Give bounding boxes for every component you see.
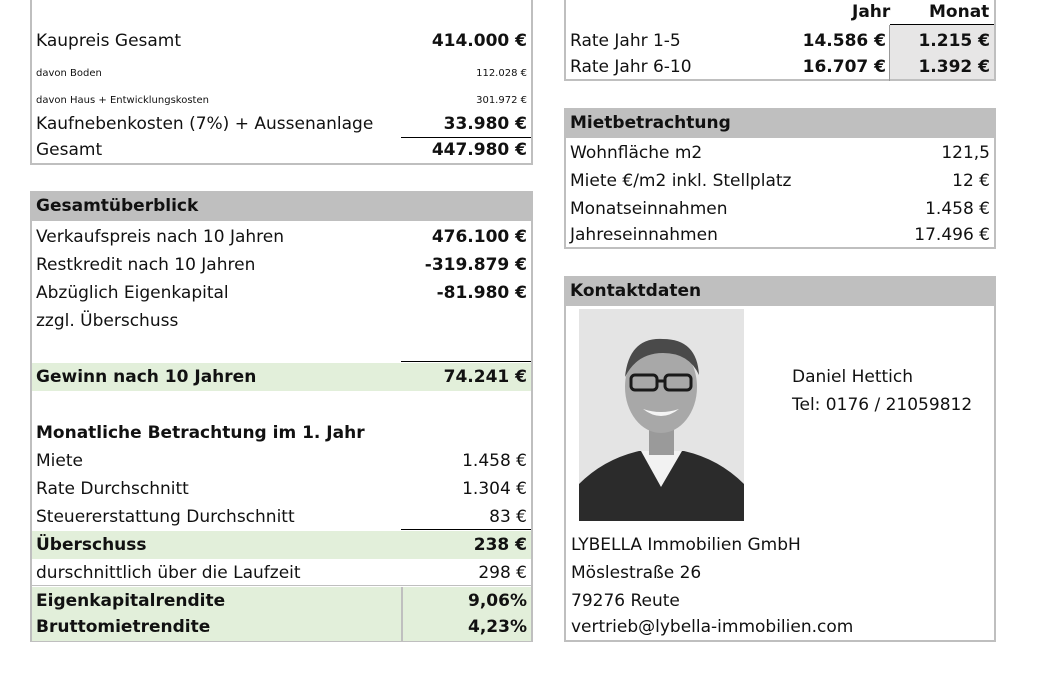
house-share-value: 301.972 € bbox=[476, 95, 527, 106]
contact-header: Kontaktdaten bbox=[564, 276, 996, 306]
overview-header: Gesamtüberblick bbox=[30, 191, 533, 221]
purchase-total-label: Kaupreis Gesamt bbox=[36, 31, 182, 51]
remaining-credit-row: Restkredit nach 10 Jahren -319.879 € bbox=[30, 251, 533, 279]
surplus-label: Überschuss bbox=[36, 535, 147, 555]
tax-refund-row: Steuererstattung Durchschnitt 83 € bbox=[30, 503, 533, 531]
equity-yield-row: Eigenkapitalrendite 9,06% bbox=[32, 587, 531, 615]
equity-value: -81.980 € bbox=[436, 283, 527, 303]
grand-total-label: Gesamt bbox=[36, 140, 103, 160]
purchase-total-value: 414.000 € bbox=[431, 31, 527, 51]
equity-row: Abzüglich Eigenkapital -81.980 € bbox=[30, 279, 533, 307]
profit-value: 74.241 € bbox=[443, 367, 527, 387]
surplus-underline bbox=[401, 529, 531, 530]
tax-refund-value: 83 € bbox=[489, 507, 527, 527]
remaining-credit-label: Restkredit nach 10 Jahren bbox=[36, 255, 256, 275]
surplus-plus-row: zzgl. Überschuss bbox=[30, 307, 533, 335]
avg-term-row: durschnittlich über die Laufzeit 298 € bbox=[30, 559, 533, 587]
grand-total-value: 447.980 € bbox=[431, 140, 527, 160]
rate-6-10-year: 16.707 € bbox=[802, 57, 886, 77]
yearly-income-label: Jahreseinnahmen bbox=[570, 225, 718, 245]
additional-costs-label: Kaufnebenkosten (7%) + Aussenanlage bbox=[36, 114, 374, 134]
land-share-label: davon Boden bbox=[36, 68, 102, 79]
avg-rate-value: 1.304 € bbox=[462, 479, 527, 499]
additional-costs-value: 33.980 € bbox=[443, 114, 527, 134]
grand-total-row: Gesamt 447.980 € bbox=[30, 136, 533, 164]
rate-1-5-month: 1.215 € bbox=[918, 31, 990, 51]
equity-yield-value: 9,06% bbox=[468, 591, 527, 611]
monthly-income-row: Monatseinnahmen 1.458 € bbox=[564, 195, 996, 223]
rate-row-1-5: Rate Jahr 1-5 14.586 € 1.215 € bbox=[564, 27, 996, 55]
rent-per-sqm-label: Miete €/m2 inkl. Stellplatz bbox=[570, 171, 792, 191]
profit-underline bbox=[401, 361, 531, 362]
col-year-header: Jahr bbox=[852, 2, 891, 22]
living-area-value: 121,5 bbox=[941, 143, 990, 163]
gross-yield-value: 4,23% bbox=[468, 617, 527, 637]
avg-rate-row: Rate Durchschnitt 1.304 € bbox=[30, 475, 533, 503]
house-share-row: davon Haus + Entwicklungskosten 301.972 … bbox=[30, 87, 533, 115]
rent-row: Miete 1.458 € bbox=[30, 447, 533, 475]
profit-label: Gewinn nach 10 Jahren bbox=[36, 367, 257, 387]
sale-price-row: Verkaufspreis nach 10 Jahren 476.100 € bbox=[30, 223, 533, 251]
monthly-column-shade bbox=[890, 25, 994, 79]
yearly-income-row: Jahreseinnahmen 17.496 € bbox=[564, 221, 996, 249]
rent-per-sqm-value: 12 € bbox=[952, 171, 990, 191]
additional-costs-row: Kaufnebenkosten (7%) + Aussenanlage 33.9… bbox=[30, 110, 533, 138]
surplus-value: 238 € bbox=[473, 535, 527, 555]
contact-email[interactable]: vertrieb@lybella-immobilien.com bbox=[571, 617, 854, 637]
surplus-plus-label: zzgl. Überschuss bbox=[36, 311, 179, 331]
sale-price-value: 476.100 € bbox=[431, 227, 527, 247]
equity-yield-label: Eigenkapitalrendite bbox=[36, 591, 226, 611]
rate-6-10-label: Rate Jahr 6-10 bbox=[570, 57, 692, 77]
sum-underline bbox=[401, 137, 531, 138]
sale-price-label: Verkaufspreis nach 10 Jahren bbox=[36, 227, 284, 247]
yearly-income-value: 17.496 € bbox=[914, 225, 990, 245]
profit-row: Gewinn nach 10 Jahren 74.241 € bbox=[32, 363, 531, 391]
surplus-row: Überschuss 238 € bbox=[32, 531, 531, 559]
avg-term-label: durschnittlich über die Laufzeit bbox=[36, 563, 301, 583]
monthly-income-value: 1.458 € bbox=[925, 199, 990, 219]
monthly-income-label: Monatseinnahmen bbox=[570, 199, 728, 219]
rate-1-5-year: 14.586 € bbox=[802, 31, 886, 51]
contact-street: Möslestraße 26 bbox=[571, 563, 702, 583]
gross-yield-label: Bruttomietrendite bbox=[36, 617, 211, 637]
living-area-row: Wohnfläche m2 121,5 bbox=[564, 139, 996, 167]
equity-label: Abzüglich Eigenkapital bbox=[36, 283, 229, 303]
rent-label: Miete bbox=[36, 451, 83, 471]
avg-term-value: 298 € bbox=[478, 563, 527, 583]
rate-row-6-10: Rate Jahr 6-10 16.707 € 1.392 € bbox=[564, 53, 996, 81]
contact-company: LYBELLA Immobilien GmbH bbox=[571, 535, 801, 555]
land-share-row: davon Boden 112.028 € bbox=[30, 60, 533, 88]
monthly-title: Monatliche Betrachtung im 1. Jahr bbox=[36, 423, 365, 443]
rent-per-sqm-row: Miete €/m2 inkl. Stellplatz 12 € bbox=[564, 167, 996, 195]
land-share-value: 112.028 € bbox=[476, 68, 527, 79]
rent-value: 1.458 € bbox=[462, 451, 527, 471]
contact-name: Daniel Hettich bbox=[792, 367, 914, 387]
purchase-total-row: Kaupreis Gesamt 414.000 € bbox=[30, 27, 533, 55]
avg-rate-label: Rate Durchschnitt bbox=[36, 479, 189, 499]
rate-1-5-label: Rate Jahr 1-5 bbox=[570, 31, 681, 51]
rent-header: Mietbetrachtung bbox=[564, 108, 996, 138]
house-share-label: davon Haus + Entwicklungskosten bbox=[36, 95, 209, 106]
contact-phone[interactable]: Tel: 0176 / 21059812 bbox=[792, 395, 973, 415]
contact-city: 79276 Reute bbox=[571, 591, 680, 611]
rate-6-10-month: 1.392 € bbox=[918, 57, 990, 77]
gross-yield-row: Bruttomietrendite 4,23% bbox=[32, 613, 531, 641]
tax-refund-label: Steuererstattung Durchschnitt bbox=[36, 507, 295, 527]
living-area-label: Wohnfläche m2 bbox=[570, 143, 703, 163]
col-month-header: Monat bbox=[929, 2, 990, 22]
person-photo-icon bbox=[579, 309, 744, 521]
remaining-credit-value: -319.879 € bbox=[424, 255, 527, 275]
